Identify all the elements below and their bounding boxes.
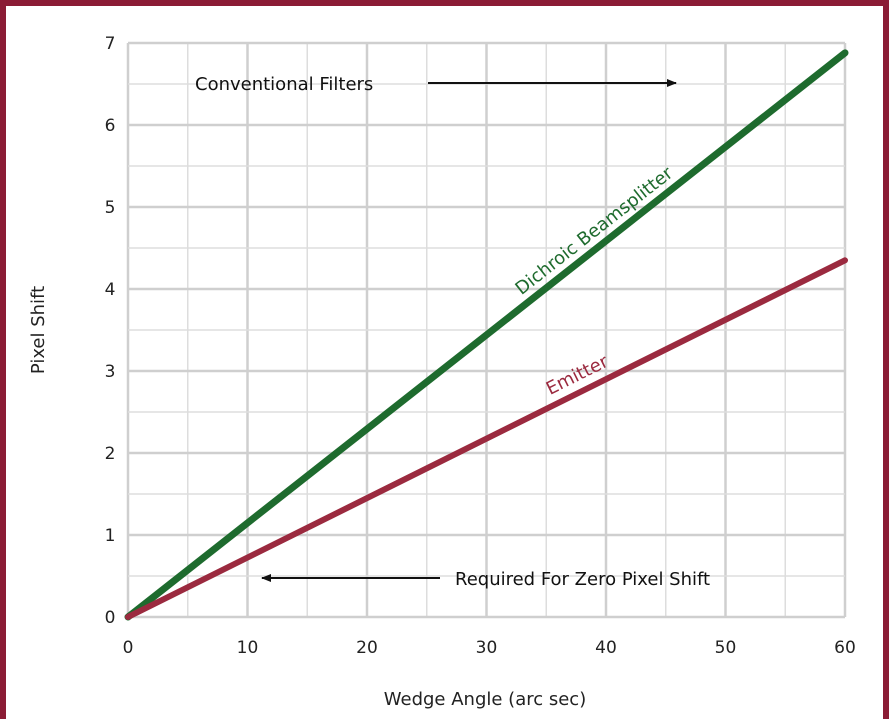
y-tick-label: 6 (105, 116, 116, 136)
x-tick-label: 60 (834, 638, 856, 658)
x-tick-label: 0 (123, 638, 134, 658)
series-lines (124, 49, 849, 621)
x-tick-label: 30 (476, 638, 498, 658)
tick-labels: 0 10 20 30 40 50 60 0 1 2 3 4 5 6 7 (105, 34, 856, 658)
y-axis-label: Pixel Shift (28, 286, 49, 374)
y-tick-label: 3 (105, 362, 116, 382)
y-tick-label: 7 (105, 34, 116, 54)
x-tick-label: 50 (715, 638, 737, 658)
y-tick-label: 2 (105, 444, 116, 464)
x-tick-label: 10 (237, 638, 259, 658)
series-line-emitter (125, 257, 848, 620)
x-axis-label: Wedge Angle (arc sec) (384, 689, 586, 710)
series-line-dichroic-beamsplitter (124, 49, 849, 621)
annotation-required-zero-shift: Required For Zero Pixel Shift (455, 569, 710, 590)
y-tick-label: 4 (105, 280, 116, 300)
x-tick-label: 20 (356, 638, 378, 658)
annotations: Conventional Filters Required For Zero Pi… (195, 74, 710, 590)
y-tick-label: 1 (105, 526, 116, 546)
x-tick-label: 40 (595, 638, 617, 658)
annotation-conventional-filters: Conventional Filters (195, 74, 373, 95)
grid (126, 41, 847, 619)
y-tick-label: 0 (105, 608, 116, 628)
y-tick-label: 5 (105, 198, 116, 218)
series-label-dichroic-beamsplitter: Dichroic Beamsplitter (511, 162, 677, 299)
